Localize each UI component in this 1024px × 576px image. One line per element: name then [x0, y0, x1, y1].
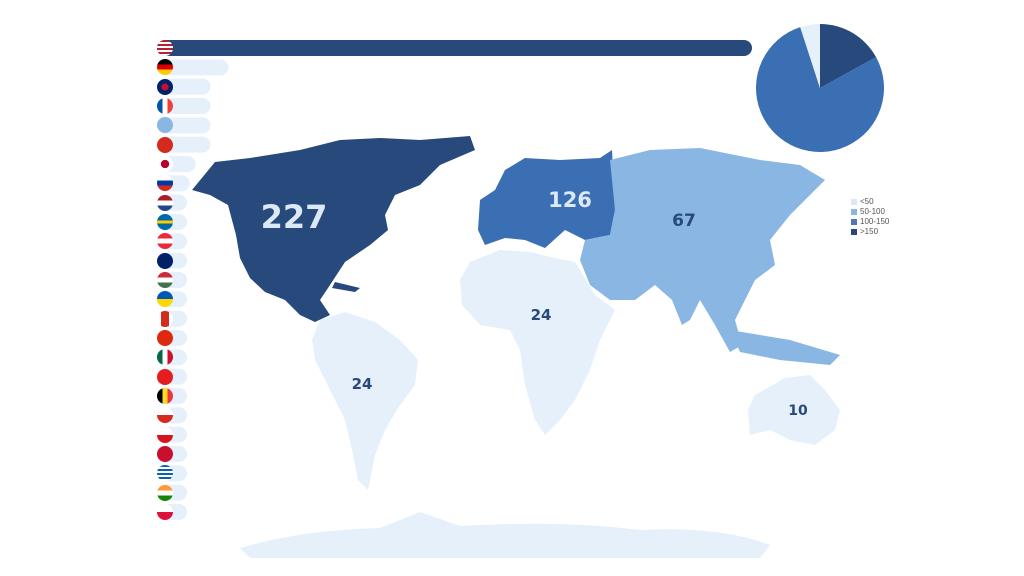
flag-fr-icon	[157, 97, 173, 114]
region-antarctica	[240, 512, 770, 558]
label-europe: 126	[548, 188, 592, 212]
flag-cz-icon	[157, 426, 173, 443]
flag-nl-icon	[157, 194, 173, 211]
legend-item: >150	[851, 227, 889, 237]
flag-ca-icon	[157, 310, 173, 327]
label-africa: 24	[531, 306, 552, 324]
region-africa	[460, 250, 615, 435]
label-south-america: 24	[352, 375, 373, 393]
flag-al-icon	[157, 368, 173, 385]
region-southeast-asia-islands	[730, 330, 840, 365]
legend-item: <50	[851, 197, 889, 207]
bar-us	[157, 40, 752, 56]
flag-mx-icon	[157, 349, 173, 366]
pie-slice->150	[820, 24, 877, 88]
flag-cn-icon	[157, 329, 173, 346]
flag-ch-icon	[157, 136, 173, 153]
flag-unknown-icon	[157, 117, 173, 134]
pie-slice-100-150	[756, 27, 884, 152]
flag-dk-icon	[157, 445, 173, 462]
flag-cl-icon	[157, 407, 173, 424]
flag-jp-icon	[157, 155, 173, 172]
region-caribbean	[332, 282, 360, 292]
flag-us-icon	[157, 40, 173, 56]
bar-de	[157, 59, 229, 76]
flag-in-icon	[157, 484, 173, 501]
flag-de-icon	[157, 59, 173, 76]
label-oceania: 10	[788, 403, 808, 419]
region-oceania	[748, 375, 840, 445]
legend-item: 100-150	[851, 217, 889, 227]
flag-at-icon	[157, 233, 173, 250]
region-asia	[580, 148, 825, 352]
flag-au-icon	[157, 252, 173, 269]
flag-ua-icon	[157, 291, 173, 308]
legend: <50 50-100 100-150 >150	[851, 197, 889, 237]
label-north-america: 227	[261, 198, 328, 236]
flag-pl-icon	[157, 503, 173, 520]
pie-slice-<50	[800, 24, 820, 88]
flag-gr-icon	[157, 465, 173, 482]
flag-hu-icon	[157, 271, 173, 288]
region-north-america	[192, 136, 475, 322]
legend-item: 50-100	[851, 207, 889, 217]
flag-be-icon	[157, 387, 173, 404]
flag-gb-icon	[157, 78, 173, 95]
flag-se-icon	[157, 213, 173, 230]
region-south-america	[312, 312, 418, 490]
pie-chart	[756, 24, 884, 152]
label-asia: 67	[672, 211, 696, 231]
region-europe	[478, 150, 615, 248]
flag-ru-icon	[157, 175, 173, 192]
